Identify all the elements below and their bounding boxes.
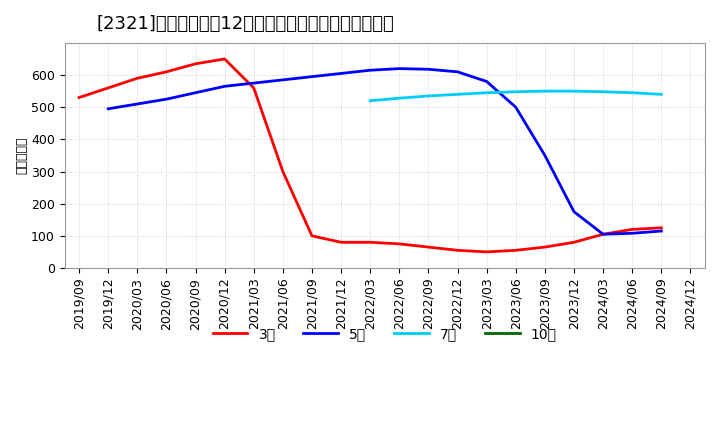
Y-axis label: （百万円）: （百万円） [15, 137, 28, 174]
Legend: 3年, 5年, 7年, 10年: 3年, 5年, 7年, 10年 [207, 322, 562, 347]
Text: [2321]　当期純利益12か月移動合計の標準偏差の推移: [2321] 当期純利益12か月移動合計の標準偏差の推移 [96, 15, 395, 33]
